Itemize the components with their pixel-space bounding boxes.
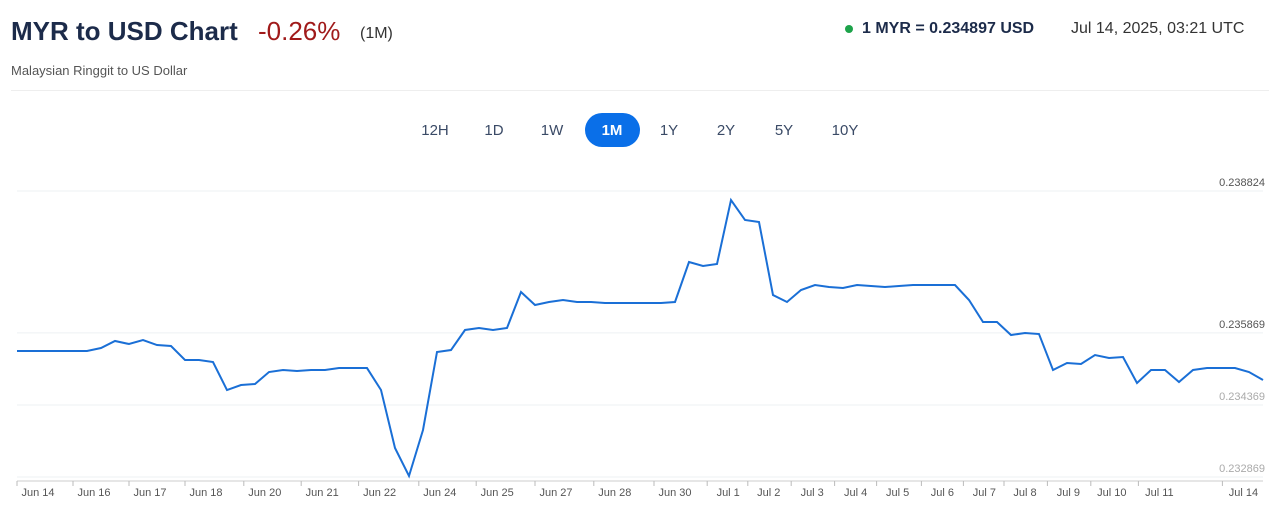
timestamp: Jul 14, 2025, 03:21 UTC	[1071, 20, 1245, 37]
x-tick-label: Jul 5	[886, 487, 909, 499]
x-tick-label: Jul 2	[757, 487, 780, 499]
x-tick-label: Jul 3	[801, 487, 824, 499]
x-tick-label: Jun 24	[423, 487, 456, 499]
x-tick-label: Jul 11	[1145, 487, 1174, 499]
x-tick-label: Jul 7	[973, 487, 996, 499]
subtitle: Malaysian Ringgit to US Dollar	[11, 63, 188, 78]
x-tick-label: Jul 1	[717, 487, 740, 499]
button-label: 1D	[484, 122, 503, 139]
title: MYR to USD Chart	[11, 16, 238, 46]
x-tick-label: Jul 9	[1057, 487, 1080, 499]
x-tick-label: Jul 4	[844, 487, 867, 499]
change: -0.26%	[258, 16, 341, 46]
status-dot	[845, 25, 853, 33]
x-tick-label: Jun 14	[21, 487, 54, 499]
button-label: 10Y	[832, 122, 859, 139]
y-tick-label: 0.232869	[1219, 463, 1265, 475]
button-bg	[585, 113, 640, 147]
range-button[interactable]: 1M	[585, 113, 640, 147]
period: (1M)	[360, 25, 393, 42]
divider	[11, 90, 1269, 91]
range-button[interactable]: 1Y	[660, 122, 678, 139]
button-label: 12H	[421, 122, 449, 139]
price-line	[17, 197, 1264, 479]
y-tick-label: 0.234369	[1219, 391, 1265, 403]
x-tick-label: Jun 20	[248, 487, 281, 499]
x-tick-label: Jun 28	[598, 487, 631, 499]
y-tick-label: 0.238824	[1219, 177, 1265, 189]
x-tick-label: Jul 10	[1097, 487, 1126, 499]
range-button[interactable]: 1D	[484, 122, 503, 139]
x-tick-label: Jun 16	[77, 487, 110, 499]
button-label: 1W	[541, 122, 564, 139]
x-tick-label: Jun 30	[658, 487, 691, 499]
rate: 1 MYR = 0.234897 USD	[862, 20, 1035, 37]
range-button[interactable]: 10Y	[832, 122, 859, 139]
x-tick-label: Jun 21	[306, 487, 339, 499]
button-label: 1Y	[660, 122, 678, 139]
x-tick-label: Jul 14	[1229, 487, 1258, 499]
button-label: 5Y	[775, 122, 793, 139]
range-button[interactable]: 2Y	[717, 122, 735, 139]
range-button[interactable]: 12H	[421, 122, 449, 139]
range-button[interactable]: 1W	[541, 122, 564, 139]
x-tick-label: Jun 22	[363, 487, 396, 499]
y-tick-label: 0.235869	[1219, 319, 1265, 331]
x-tick-label: Jul 6	[931, 487, 954, 499]
button-label: 1M	[602, 122, 623, 139]
button-label: 2Y	[717, 122, 735, 139]
x-tick-label: Jun 17	[133, 487, 166, 499]
x-tick-label: Jun 18	[189, 487, 222, 499]
x-tick-label: Jul 8	[1013, 487, 1036, 499]
range-button[interactable]: 5Y	[775, 122, 793, 139]
x-tick-label: Jun 25	[481, 487, 514, 499]
x-tick-label: Jun 27	[539, 487, 572, 499]
